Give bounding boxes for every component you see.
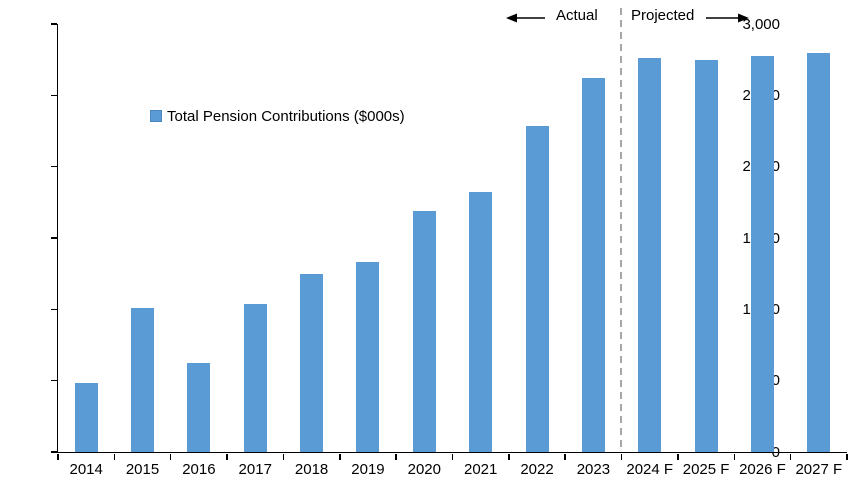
legend-marker-icon bbox=[150, 110, 162, 122]
bar-2026-f bbox=[750, 56, 774, 452]
y-axis-tick bbox=[50, 165, 57, 168]
y-axis-tick-label: 0 bbox=[771, 443, 780, 461]
plot-area: 05001,0001,5002,0002,5003,00020142015201… bbox=[50, 17, 848, 478]
actual-label: Actual bbox=[556, 7, 598, 24]
x-axis-tick bbox=[508, 453, 510, 460]
x-axis-label-2025-f: 2025 F bbox=[682, 461, 730, 478]
x-axis-label-2024-f: 2024 F bbox=[626, 461, 674, 478]
bar-2019 bbox=[356, 262, 380, 452]
bar-2021 bbox=[469, 191, 493, 452]
y-axis-tick-label: 3,000 bbox=[742, 15, 780, 33]
y-axis-tick bbox=[50, 237, 57, 239]
x-axis-tick bbox=[395, 453, 397, 460]
x-axis-label-2022: 2022 bbox=[520, 461, 554, 478]
x-axis-label-2018: 2018 bbox=[294, 461, 329, 478]
x-axis-label-2019: 2019 bbox=[351, 461, 385, 478]
actual-projected-divider bbox=[619, 8, 622, 452]
legend: Total Pension Contributions ($000s) bbox=[150, 107, 405, 125]
y-axis-tick bbox=[50, 379, 57, 382]
x-axis-tick bbox=[677, 453, 679, 460]
bar-2023 bbox=[581, 78, 605, 452]
bar-2020 bbox=[412, 210, 436, 452]
x-axis-tick bbox=[282, 453, 285, 460]
bar-2024-f bbox=[638, 58, 662, 452]
right-arrow-icon bbox=[706, 13, 749, 23]
x-axis-label-2020: 2020 bbox=[407, 461, 441, 478]
bar-2027-f bbox=[807, 52, 831, 452]
x-axis-label-2017: 2017 bbox=[238, 461, 272, 478]
x-axis-label-2023: 2023 bbox=[576, 461, 611, 478]
legend-label: Total Pension Contributions ($000s) bbox=[167, 107, 405, 125]
x-axis-tick bbox=[620, 453, 623, 460]
y-axis-tick bbox=[50, 94, 57, 97]
left-arrow-icon bbox=[506, 13, 545, 23]
x-axis-label-2026-f: 2026 F bbox=[739, 461, 786, 478]
x-axis-tick bbox=[226, 453, 228, 460]
x-axis-tick bbox=[789, 453, 792, 460]
projected-label: Projected bbox=[631, 7, 695, 24]
bar-2014 bbox=[74, 382, 98, 452]
bar-2018 bbox=[300, 273, 324, 452]
y-axis-tick bbox=[50, 308, 57, 311]
x-axis-tick bbox=[451, 453, 454, 460]
x-axis-label-2015: 2015 bbox=[125, 461, 160, 478]
x-axis-tick bbox=[169, 453, 172, 460]
x-axis-label-2016: 2016 bbox=[182, 461, 216, 478]
bar-2025-f bbox=[694, 59, 718, 452]
y-axis-tick bbox=[50, 451, 57, 453]
x-axis-tick bbox=[113, 453, 116, 460]
x-axis-label-2027-f: 2027 F bbox=[795, 461, 843, 478]
x-axis-tick bbox=[57, 453, 59, 460]
x-axis-label-2014: 2014 bbox=[69, 461, 103, 478]
bar-2022 bbox=[525, 126, 549, 452]
x-axis-tick bbox=[733, 453, 736, 460]
x-axis-tick bbox=[339, 453, 341, 460]
bar-2017 bbox=[243, 303, 267, 452]
bar-2015 bbox=[131, 307, 155, 452]
y-axis-tick bbox=[50, 23, 57, 25]
x-axis-tick bbox=[846, 453, 848, 460]
bar-2016 bbox=[187, 362, 211, 452]
x-axis-label-2021: 2021 bbox=[463, 461, 498, 478]
x-axis-tick bbox=[564, 453, 566, 460]
